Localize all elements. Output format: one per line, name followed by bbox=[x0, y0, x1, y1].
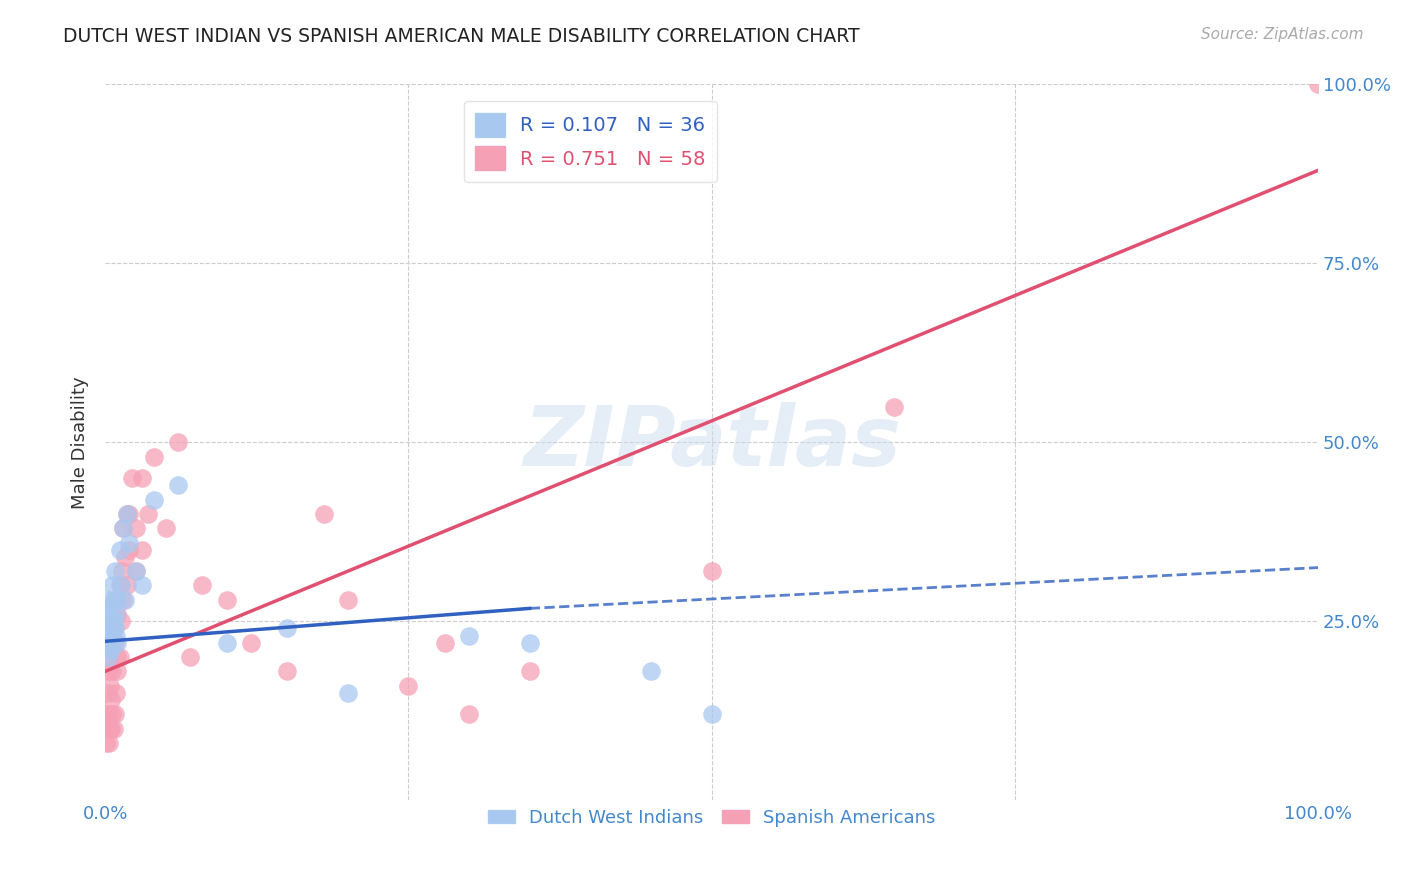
Point bbox=[167, 435, 190, 450]
Point bbox=[115, 507, 138, 521]
Point bbox=[114, 549, 136, 564]
Point bbox=[105, 629, 128, 643]
Point bbox=[124, 521, 146, 535]
Point bbox=[640, 665, 662, 679]
Point bbox=[105, 607, 128, 621]
Point bbox=[103, 722, 125, 736]
Point bbox=[458, 629, 481, 643]
Point bbox=[108, 578, 131, 592]
Point bbox=[97, 650, 120, 665]
Point bbox=[215, 592, 238, 607]
Point bbox=[97, 686, 120, 700]
Point bbox=[98, 679, 121, 693]
Point bbox=[118, 535, 141, 549]
Point bbox=[104, 707, 127, 722]
Point bbox=[110, 614, 132, 628]
Point bbox=[96, 736, 118, 750]
Point bbox=[112, 521, 135, 535]
Point bbox=[215, 636, 238, 650]
Point bbox=[108, 542, 131, 557]
Point bbox=[101, 665, 124, 679]
Text: DUTCH WEST INDIAN VS SPANISH AMERICAN MALE DISABILITY CORRELATION CHART: DUTCH WEST INDIAN VS SPANISH AMERICAN MA… bbox=[63, 27, 860, 45]
Point bbox=[103, 614, 125, 628]
Point bbox=[179, 650, 201, 665]
Point bbox=[105, 607, 128, 621]
Point bbox=[101, 636, 124, 650]
Point bbox=[883, 400, 905, 414]
Point bbox=[96, 707, 118, 722]
Point bbox=[104, 636, 127, 650]
Point bbox=[110, 578, 132, 592]
Point bbox=[98, 599, 121, 614]
Point bbox=[98, 722, 121, 736]
Point bbox=[142, 450, 165, 464]
Point bbox=[104, 622, 127, 636]
Legend: Dutch West Indians, Spanish Americans: Dutch West Indians, Spanish Americans bbox=[481, 802, 943, 834]
Point bbox=[103, 622, 125, 636]
Text: Source: ZipAtlas.com: Source: ZipAtlas.com bbox=[1201, 27, 1364, 42]
Point bbox=[131, 542, 153, 557]
Point bbox=[131, 578, 153, 592]
Point bbox=[105, 686, 128, 700]
Point bbox=[98, 629, 121, 643]
Point bbox=[336, 592, 359, 607]
Point bbox=[97, 650, 120, 665]
Point bbox=[118, 507, 141, 521]
Point bbox=[97, 592, 120, 607]
Point bbox=[108, 650, 131, 665]
Point bbox=[100, 643, 122, 657]
Point bbox=[97, 722, 120, 736]
Point bbox=[700, 564, 723, 578]
Point bbox=[239, 636, 262, 650]
Point bbox=[142, 492, 165, 507]
Point bbox=[100, 722, 122, 736]
Point bbox=[97, 607, 120, 621]
Point bbox=[519, 665, 541, 679]
Point bbox=[167, 478, 190, 492]
Y-axis label: Male Disability: Male Disability bbox=[72, 376, 89, 508]
Point bbox=[458, 707, 481, 722]
Point bbox=[103, 592, 125, 607]
Point bbox=[97, 622, 120, 636]
Point bbox=[124, 564, 146, 578]
Point bbox=[105, 592, 128, 607]
Point bbox=[105, 665, 128, 679]
Point bbox=[105, 650, 128, 665]
Point bbox=[100, 614, 122, 628]
Point bbox=[115, 507, 138, 521]
Point bbox=[1308, 78, 1330, 92]
Point bbox=[97, 707, 120, 722]
Point bbox=[131, 471, 153, 485]
Point bbox=[276, 665, 298, 679]
Point bbox=[96, 636, 118, 650]
Point bbox=[100, 693, 122, 707]
Point bbox=[104, 564, 127, 578]
Point bbox=[118, 542, 141, 557]
Point bbox=[519, 636, 541, 650]
Point bbox=[97, 665, 120, 679]
Point bbox=[114, 592, 136, 607]
Point bbox=[101, 707, 124, 722]
Point bbox=[112, 592, 135, 607]
Point bbox=[276, 622, 298, 636]
Point bbox=[100, 636, 122, 650]
Point bbox=[112, 521, 135, 535]
Point bbox=[700, 707, 723, 722]
Point bbox=[97, 736, 120, 750]
Point bbox=[155, 521, 177, 535]
Point bbox=[101, 578, 124, 592]
Text: ZIPatlas: ZIPatlas bbox=[523, 401, 901, 483]
Point bbox=[105, 592, 128, 607]
Point bbox=[105, 636, 128, 650]
Point bbox=[111, 564, 134, 578]
Point bbox=[136, 507, 159, 521]
Point bbox=[433, 636, 456, 650]
Point bbox=[336, 686, 359, 700]
Point bbox=[398, 679, 420, 693]
Point bbox=[115, 578, 138, 592]
Point bbox=[312, 507, 335, 521]
Point bbox=[121, 471, 143, 485]
Point bbox=[124, 564, 146, 578]
Point bbox=[191, 578, 214, 592]
